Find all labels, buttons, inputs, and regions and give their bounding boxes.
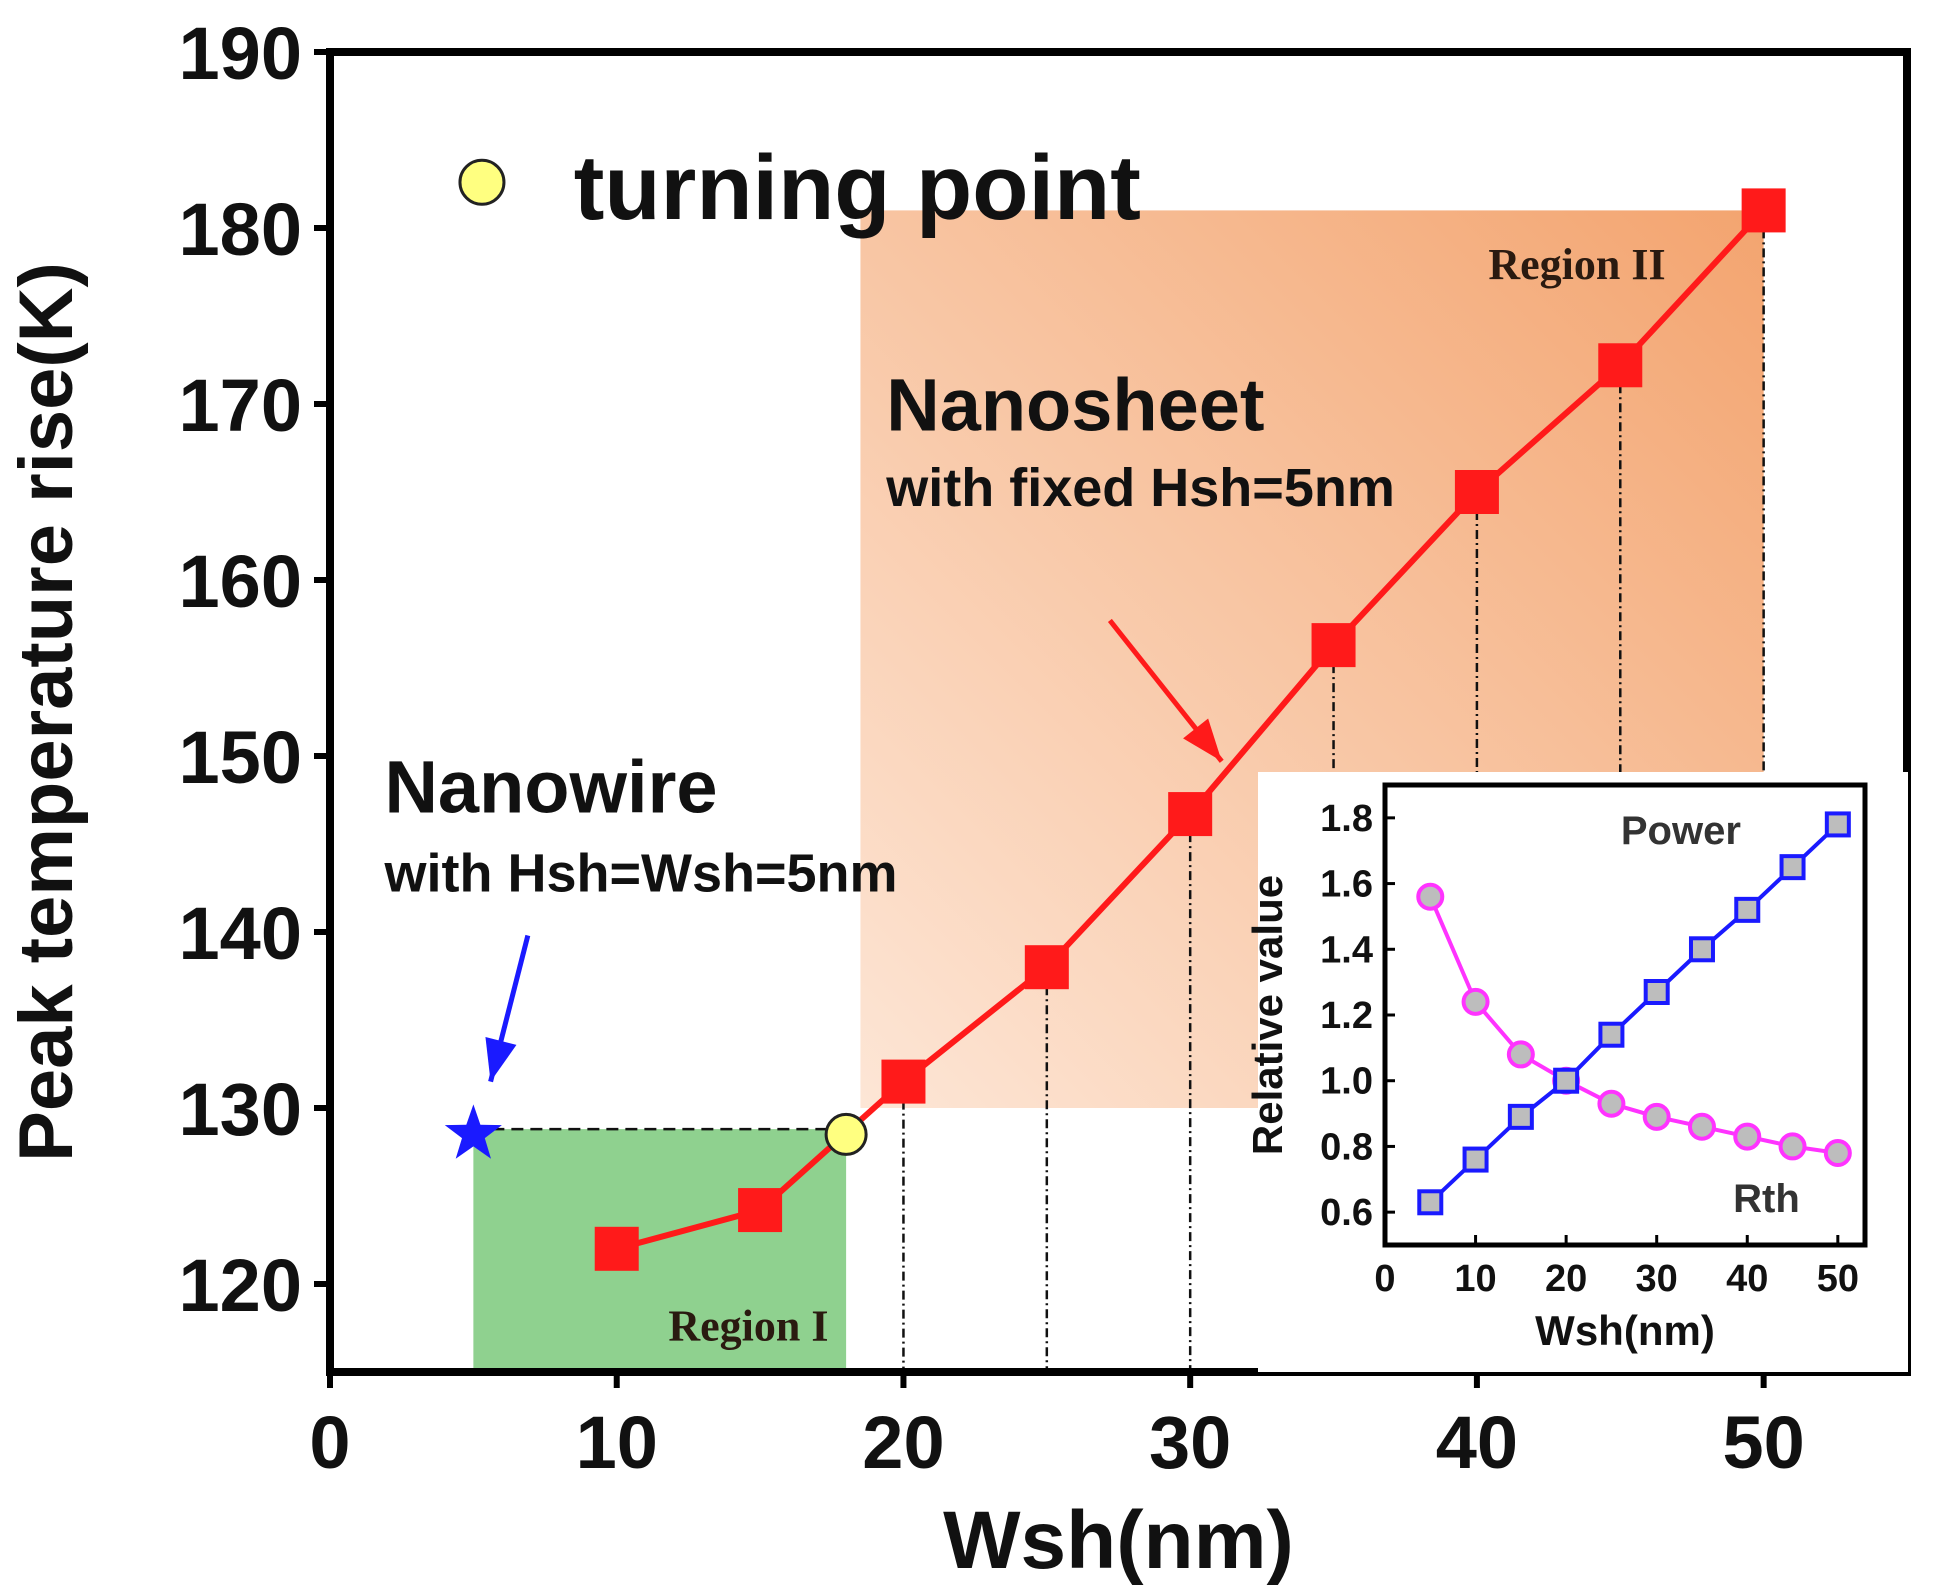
legend-turning-point-label: turning point [574,137,1141,239]
power-line [1428,822,1840,1204]
main-ytick-label-170: 170 [179,364,302,447]
power-series-label: Power [1621,809,1741,853]
main-xtick-label-0: 0 [309,1401,350,1484]
inset-ytick-label-4: 1.4 [1320,929,1373,971]
power-point-30 [1643,979,1670,1005]
rth-point-25 [1597,1089,1626,1118]
inset-xtick-label-20: 20 [1545,1258,1587,1300]
nanosheet-point-10 [594,1226,639,1271]
nanosheet-title: Nanosheet [886,363,1264,446]
region-1-label: Region I [668,1301,828,1350]
inset-xtick-label-40: 40 [1726,1258,1768,1300]
power-point-10 [1462,1146,1489,1173]
rth-point-50 [1823,1139,1852,1167]
power-point-40 [1734,896,1761,923]
power-point-5 [1417,1189,1444,1216]
inset-xtick-label-50: 50 [1817,1258,1859,1300]
power-point-20 [1553,1067,1580,1094]
nanosheet-point-40 [1454,470,1499,514]
rth-line [1428,895,1839,1155]
inset-ytick-label-5: 1.6 [1320,864,1373,906]
main-x-axis-title: Wsh(nm) [943,1495,1294,1586]
rth-point-30 [1642,1102,1671,1131]
inset-xtick-label-10: 10 [1454,1258,1496,1300]
inset-y-axis-title: Relative value [1244,875,1291,1155]
inset-ytick-label-6: 1.8 [1320,798,1373,840]
inset-ytick-label-2: 1.0 [1320,1061,1373,1103]
main-xtick-label-40: 40 [1436,1401,1518,1484]
rth-point-5 [1416,882,1445,911]
main-ytick-label-140: 140 [179,892,302,975]
nanosheet-point-25 [1024,945,1069,990]
main-series [444,188,1786,1271]
power-point-45 [1779,854,1806,881]
rth-point-15 [1506,1040,1535,1069]
main-ytick-label-150: 150 [179,716,302,799]
inset-ytick-label-3: 1.2 [1320,995,1373,1037]
nanosheet-point-45 [1598,343,1643,388]
region-1-area [473,1129,847,1372]
power-point-35 [1688,936,1715,963]
nanowire-star-marker [444,1104,502,1159]
main-y-axis-title: Peak temperature rise(K) [4,262,89,1162]
main-xtick-label-20: 20 [862,1401,944,1484]
main-ytick-label-160: 160 [179,540,302,623]
main-xtick-label-50: 50 [1722,1401,1804,1484]
rth-point-10 [1461,987,1490,1016]
main-ytick-label-120: 120 [179,1244,302,1327]
main-ytick-label-180: 180 [179,188,302,271]
main-ytick-label-130: 130 [179,1068,302,1151]
nanowire-arrow-head [485,1036,517,1082]
inset-ytick-label-1: 0.8 [1320,1126,1373,1168]
main-plot-frame [326,48,1911,1376]
nanosheet-point-50 [1741,188,1786,233]
nanosheet-point-30 [1168,792,1213,837]
turning-point-marker [824,1112,868,1156]
main-annotations: turning point Nanosheet with fixed Hsh=5nm… [383,137,1395,1083]
rth-point-40 [1733,1122,1762,1151]
legend-turning-point-marker [458,158,506,206]
power-point-15 [1507,1103,1534,1130]
nanowire-subtitle: with Hsh=Wsh=5nm [383,844,897,904]
region-2-label: Region II [1488,240,1665,289]
nanosheet-arrow-head [1183,718,1222,762]
nanosheet-point-15 [738,1188,783,1233]
main-ytick-label-190: 190 [179,12,302,95]
inset-xtick-label-30: 30 [1636,1258,1678,1300]
power-point-50 [1824,811,1851,838]
rth-point-35 [1687,1112,1716,1141]
rth-series-label: Rth [1733,1177,1800,1221]
nanosheet-subtitle: with fixed Hsh=5nm [885,458,1395,518]
rth-point-45 [1778,1132,1807,1161]
inset-x-axis-title: Wsh(nm) [1535,1307,1715,1354]
inset-ytick-label-0: 0.6 [1320,1192,1373,1234]
nanowire-title: Nanowire [384,745,717,828]
nanosheet-point-35 [1311,623,1356,668]
power-point-25 [1598,1021,1625,1048]
nanosheet-point-20 [881,1059,926,1104]
inset-xtick-label-0: 0 [1374,1258,1395,1300]
main-xtick-label-30: 30 [1149,1401,1231,1484]
main-xtick-label-10: 10 [576,1401,658,1484]
main-axes: 0 10 20 30 40 50 120 130 140 150 160 170 180 190 Wsh(n… [4,12,1911,1586]
inset-chart: Power Rth 0 10 20 30 40 50 0.6 0.8 1.0 1.2 1.4 1.6 1.8… [1244,772,1908,1372]
